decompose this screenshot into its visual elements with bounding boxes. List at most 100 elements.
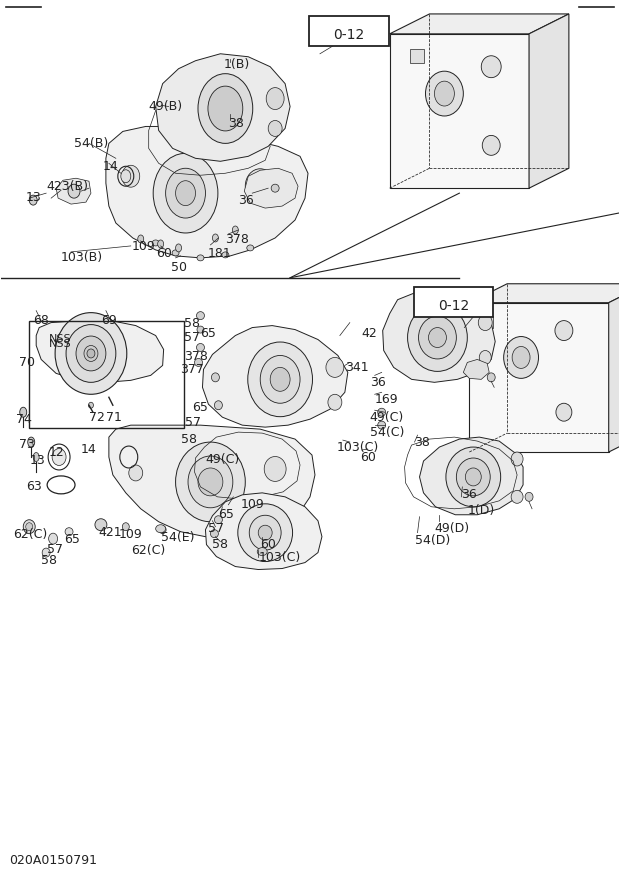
Ellipse shape bbox=[89, 403, 94, 408]
Text: 377: 377 bbox=[180, 363, 205, 376]
Ellipse shape bbox=[52, 449, 66, 466]
Text: 69: 69 bbox=[101, 314, 117, 326]
Text: 71: 71 bbox=[106, 411, 122, 424]
Text: 378: 378 bbox=[225, 233, 249, 246]
Ellipse shape bbox=[198, 75, 253, 144]
Text: 0-12: 0-12 bbox=[333, 28, 365, 42]
Ellipse shape bbox=[249, 515, 281, 550]
Polygon shape bbox=[389, 35, 529, 189]
Polygon shape bbox=[469, 284, 620, 303]
Polygon shape bbox=[203, 326, 348, 428]
Ellipse shape bbox=[87, 349, 95, 359]
Ellipse shape bbox=[65, 528, 73, 536]
Text: 62(C): 62(C) bbox=[13, 527, 48, 541]
Polygon shape bbox=[244, 169, 298, 209]
Polygon shape bbox=[36, 322, 164, 383]
Ellipse shape bbox=[407, 304, 467, 372]
Polygon shape bbox=[609, 284, 620, 453]
Ellipse shape bbox=[257, 548, 267, 556]
Ellipse shape bbox=[266, 89, 284, 110]
Text: 36: 36 bbox=[238, 194, 254, 207]
Ellipse shape bbox=[175, 442, 246, 522]
Ellipse shape bbox=[156, 525, 166, 533]
Text: 341: 341 bbox=[345, 361, 368, 374]
Text: 12: 12 bbox=[49, 446, 65, 459]
Ellipse shape bbox=[466, 468, 481, 487]
Ellipse shape bbox=[555, 322, 573, 342]
Text: 68: 68 bbox=[33, 314, 49, 326]
Text: 54(B): 54(B) bbox=[74, 137, 108, 150]
Ellipse shape bbox=[481, 56, 501, 78]
Ellipse shape bbox=[23, 521, 35, 534]
Text: 73: 73 bbox=[19, 438, 35, 451]
Ellipse shape bbox=[503, 337, 539, 379]
Text: 65: 65 bbox=[218, 507, 234, 521]
Text: 421: 421 bbox=[98, 525, 122, 538]
Text: 58: 58 bbox=[180, 433, 197, 446]
Text: 020A0150791: 020A0150791 bbox=[9, 853, 97, 866]
Text: 49(C): 49(C) bbox=[205, 453, 240, 466]
Bar bbox=[410, 50, 423, 63]
Text: NSS: NSS bbox=[49, 333, 72, 343]
Ellipse shape bbox=[378, 408, 386, 417]
Ellipse shape bbox=[153, 154, 218, 234]
Text: 70: 70 bbox=[19, 356, 35, 369]
Text: 57: 57 bbox=[47, 542, 63, 555]
Ellipse shape bbox=[29, 196, 37, 206]
Polygon shape bbox=[383, 290, 495, 383]
Ellipse shape bbox=[26, 523, 33, 531]
Text: 42: 42 bbox=[362, 326, 378, 339]
Text: 14: 14 bbox=[103, 160, 118, 173]
Text: 74: 74 bbox=[16, 413, 32, 426]
Text: 49(B): 49(B) bbox=[149, 99, 183, 112]
Text: 65: 65 bbox=[200, 326, 216, 339]
Ellipse shape bbox=[511, 491, 523, 504]
Ellipse shape bbox=[198, 468, 223, 496]
Text: 58: 58 bbox=[41, 553, 57, 566]
Ellipse shape bbox=[264, 457, 286, 481]
Text: 54(D): 54(D) bbox=[415, 533, 450, 546]
Ellipse shape bbox=[159, 526, 166, 534]
Text: 1(B): 1(B) bbox=[223, 57, 250, 70]
Ellipse shape bbox=[122, 523, 130, 531]
Polygon shape bbox=[389, 15, 569, 35]
Ellipse shape bbox=[270, 368, 290, 392]
Text: 378: 378 bbox=[185, 350, 208, 363]
Ellipse shape bbox=[188, 456, 233, 508]
Ellipse shape bbox=[328, 395, 342, 411]
Ellipse shape bbox=[435, 82, 454, 107]
Ellipse shape bbox=[48, 534, 58, 545]
Ellipse shape bbox=[129, 466, 143, 481]
Polygon shape bbox=[106, 127, 308, 259]
Text: 103(C): 103(C) bbox=[258, 550, 301, 563]
Text: 1(D): 1(D) bbox=[467, 503, 495, 516]
Ellipse shape bbox=[268, 122, 282, 137]
Ellipse shape bbox=[487, 374, 495, 382]
Ellipse shape bbox=[68, 185, 80, 199]
Polygon shape bbox=[205, 494, 322, 570]
Ellipse shape bbox=[418, 317, 456, 360]
Text: 169: 169 bbox=[374, 393, 398, 406]
Text: 103(C): 103(C) bbox=[337, 441, 379, 454]
Text: 36: 36 bbox=[461, 488, 477, 501]
Text: 38: 38 bbox=[228, 117, 244, 130]
Ellipse shape bbox=[247, 246, 254, 252]
Ellipse shape bbox=[175, 182, 195, 206]
Ellipse shape bbox=[197, 344, 205, 352]
Text: 65: 65 bbox=[192, 401, 208, 414]
Ellipse shape bbox=[20, 408, 27, 418]
Text: 181: 181 bbox=[208, 247, 231, 260]
Ellipse shape bbox=[446, 448, 501, 507]
FancyBboxPatch shape bbox=[309, 17, 389, 47]
Ellipse shape bbox=[525, 493, 533, 501]
Text: 72: 72 bbox=[89, 411, 105, 424]
Ellipse shape bbox=[84, 346, 98, 362]
Polygon shape bbox=[109, 426, 315, 539]
Ellipse shape bbox=[213, 235, 218, 242]
Ellipse shape bbox=[210, 530, 218, 538]
Ellipse shape bbox=[253, 178, 268, 196]
Text: 49(C): 49(C) bbox=[370, 411, 404, 424]
Ellipse shape bbox=[138, 235, 144, 243]
Text: 38: 38 bbox=[415, 435, 430, 448]
Polygon shape bbox=[529, 15, 569, 189]
